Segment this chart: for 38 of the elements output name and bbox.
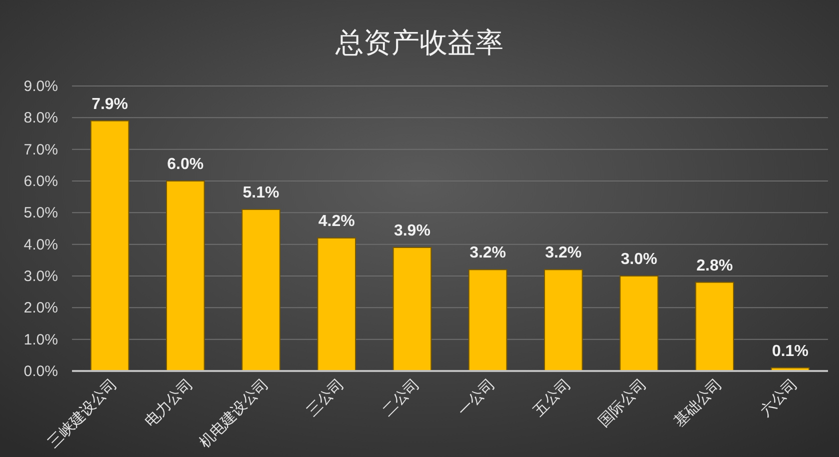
x-tick-label: 国际公司 bbox=[595, 376, 650, 430]
data-label: 0.1% bbox=[772, 342, 808, 360]
y-tick-label: 9.0% bbox=[24, 78, 58, 95]
chart-title: 总资产收益率 bbox=[334, 27, 504, 58]
x-tick-label: 二公司 bbox=[379, 376, 424, 420]
data-label: 3.2% bbox=[545, 244, 582, 262]
x-tick-label: 基础公司 bbox=[670, 376, 726, 430]
data-label: 2.8% bbox=[696, 257, 733, 274]
y-tick-label: 1.0% bbox=[24, 331, 58, 348]
bar bbox=[242, 209, 280, 372]
bar bbox=[90, 120, 130, 372]
y-tick-label: 7.0% bbox=[24, 141, 58, 158]
x-tick-label: 电力公司 bbox=[142, 376, 196, 430]
y-tick-label: 8.0% bbox=[24, 110, 58, 127]
y-tick-label: 2.0% bbox=[24, 300, 58, 317]
x-tick-label: 一公司 bbox=[454, 376, 499, 420]
bar bbox=[317, 238, 356, 372]
bar bbox=[166, 180, 205, 372]
bar bbox=[620, 276, 658, 372]
data-label: 3.2% bbox=[470, 244, 506, 262]
y-tick-label: 3.0% bbox=[24, 268, 58, 285]
bar bbox=[544, 269, 583, 372]
y-tick-label: 6.0% bbox=[24, 173, 58, 190]
x-tick-label: 三公司 bbox=[304, 376, 348, 420]
y-tick-label: 4.0% bbox=[24, 236, 58, 254]
data-label: 7.9% bbox=[92, 96, 128, 113]
x-tick-label: 机电建设公司 bbox=[196, 376, 272, 452]
y-tick-label: 5.0% bbox=[24, 204, 58, 222]
data-label: 3.0% bbox=[620, 251, 658, 268]
data-label: 4.2% bbox=[318, 213, 355, 230]
data-label: 5.1% bbox=[242, 184, 280, 202]
bar bbox=[695, 282, 734, 372]
data-label: 3.9% bbox=[394, 222, 430, 240]
data-label: 6.0% bbox=[167, 156, 204, 173]
x-tick-label: 六公司 bbox=[757, 376, 802, 420]
bar bbox=[468, 269, 508, 372]
bar bbox=[392, 247, 432, 372]
x-tick-label: 五公司 bbox=[530, 376, 574, 420]
